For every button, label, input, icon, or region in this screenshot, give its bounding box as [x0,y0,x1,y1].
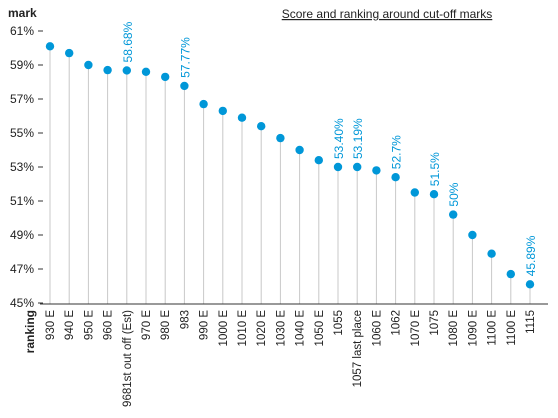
data-label: 58.68% [121,21,135,62]
y-axis-label: mark [8,6,37,20]
x-tick-label: 930 E [45,310,57,340]
data-point [65,48,74,58]
drop-lines [49,46,531,304]
data-point [391,173,400,182]
x-tick-label: 960 E [103,310,115,340]
x-axis: ranking 930 E 940 E 950 E 960 E 9681st out of… [23,303,548,407]
x-tick-label: 990 E [199,310,211,340]
data-point [237,113,247,122]
x-axis-label: ranking [23,310,37,353]
data-point [276,133,285,143]
y-tick-label: 61% [10,24,34,38]
chart-title: Score and ranking around cut-off marks [282,7,493,21]
data-point [257,122,266,131]
data-points [45,42,535,289]
x-tick-label: 950 E [83,310,95,340]
data-point [141,67,151,77]
x-tick-label: 1075 [429,310,441,336]
x-tick-label: 1020 E [256,310,268,347]
data-label: 45.89% [524,235,538,276]
data-point [333,162,343,172]
x-tick-label: 1100 E [487,310,499,346]
x-tick-label: 1100 E [506,310,518,346]
data-point [180,81,189,91]
data-point [45,42,55,51]
data-point [353,162,362,172]
data-point [295,145,304,155]
x-tick-label: 1090 E [467,310,479,347]
data-labels: 58.68% 57.77% 53.40% 53.19% 52.7% 51.5% 50% 45.… [121,21,538,276]
x-tick-label: 1010 E [237,310,249,347]
data-point [487,249,496,258]
x-tick-label: 980 E [160,310,172,340]
data-point [199,99,208,109]
data-point [449,210,458,219]
data-point [161,72,170,82]
y-axis: 45% 47% 49% 51% 53% 55% 57% 59% 61% [10,24,43,310]
y-tick-label: 53% [10,160,34,174]
x-tick-label: 970 E [141,310,153,340]
x-tick-label: 1050 E [314,310,326,347]
y-tick-label: 57% [10,92,34,106]
x-tick-label: 1057 last place [352,310,364,387]
data-label: 51.5% [428,152,442,186]
x-tick-label: 983 [179,310,191,329]
y-tick-label: 51% [10,194,34,208]
data-point [218,106,227,116]
y-tick-label: 45% [10,296,34,310]
x-tick-label: 1070 E [410,310,422,347]
data-point [84,60,93,70]
y-tick-label: 59% [10,58,34,72]
x-tick-label: 1062 [391,310,403,336]
data-label: 53.40% [332,118,346,159]
x-tick-label: 1115 [525,310,537,334]
x-tick-label: 1055 [333,310,345,336]
x-tick-label: 1000 E [218,310,230,347]
data-point [122,66,131,75]
y-tick-label: 55% [10,126,34,140]
x-tick-label: 940 E [64,310,76,340]
data-point [314,156,323,165]
data-label: 52.7% [390,135,404,169]
x-tick-label: 1030 E [275,310,287,347]
x-tick-label: 1060 E [371,310,383,347]
data-label: 50% [447,182,461,206]
x-tick-label: 1040 E [295,310,307,347]
x-tick-label: 9681st out off (Est) [122,310,134,407]
data-point [410,188,419,197]
data-point [429,190,439,199]
data-label: 53.19% [351,118,365,159]
x-tick-label: 1080 E [448,310,460,347]
data-label: 57.77% [178,37,192,78]
y-tick-label: 47% [10,262,34,276]
data-point [525,280,535,289]
data-point [103,65,112,75]
data-point [468,230,477,240]
data-point [506,269,515,279]
data-point [372,166,381,175]
y-tick-label: 49% [10,228,34,242]
